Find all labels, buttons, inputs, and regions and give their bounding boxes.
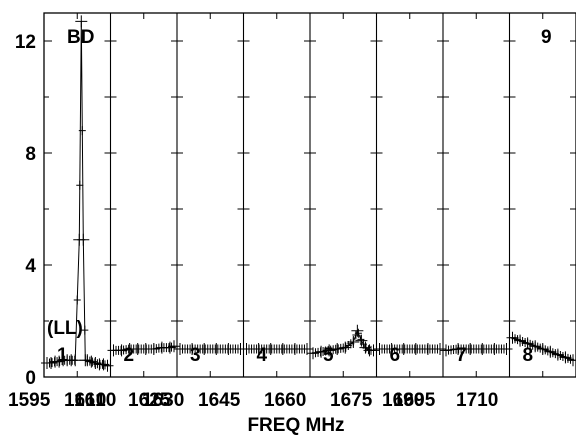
x-tick-label: 1595 <box>8 390 51 411</box>
y-tick-label: 4 <box>25 256 36 277</box>
x-tick-label: 1610 <box>64 390 106 411</box>
data-point <box>276 343 289 355</box>
series-line <box>47 21 108 367</box>
data-point <box>307 347 319 360</box>
data-point <box>536 343 549 355</box>
x-tick-label: 1625 <box>128 390 171 411</box>
panel-number-layer: 1 2 3 4 5 6 7 8 <box>57 345 533 366</box>
label-bd: BD <box>67 27 94 48</box>
x-tick-label: 1710 <box>456 390 498 411</box>
x-tick-label: 1690 <box>382 390 424 411</box>
data-point <box>397 343 410 355</box>
panel-number: 3 <box>190 345 201 366</box>
data-point <box>529 340 542 353</box>
data-point <box>115 344 128 357</box>
data-point <box>567 354 576 367</box>
data-point <box>464 343 477 355</box>
data-point <box>315 345 328 358</box>
data-point <box>147 343 160 355</box>
data-point <box>544 345 557 358</box>
series-marker <box>76 180 84 190</box>
panels-layer <box>104 13 576 378</box>
data-point <box>367 344 380 357</box>
data-point <box>252 343 265 355</box>
series-layer <box>41 15 576 372</box>
data-point <box>521 337 534 350</box>
data-point <box>288 343 301 355</box>
panel-number: 5 <box>323 345 334 366</box>
series-marker <box>357 334 365 344</box>
label-nine: 9 <box>541 27 552 48</box>
panel-number: 1 <box>57 345 68 366</box>
panel-number: 4 <box>257 345 268 366</box>
panel-number: 8 <box>523 345 534 366</box>
panel-number: 2 <box>124 345 135 366</box>
data-point <box>351 324 364 337</box>
data-point <box>476 343 489 355</box>
x-tick-label: 1675 <box>330 390 373 411</box>
data-point <box>264 343 277 355</box>
data-point <box>347 336 360 348</box>
data-point <box>168 340 180 353</box>
data-point <box>373 343 386 355</box>
x-axis-title: FREQ MHz <box>247 415 344 436</box>
series-marker <box>73 295 81 305</box>
x-tick-label: 1645 <box>198 390 241 411</box>
data-point <box>500 343 513 355</box>
data-point <box>452 343 465 355</box>
data-point <box>101 359 114 372</box>
data-point <box>488 343 501 355</box>
data-point <box>77 233 90 246</box>
y-tick-label: 0 <box>25 368 36 389</box>
x-tick-label: 1610 <box>74 390 116 411</box>
panel-number: 6 <box>390 345 401 366</box>
y-axis: 0 4 8 12 <box>15 32 52 389</box>
data-point <box>210 343 223 355</box>
data-point <box>186 343 199 355</box>
x-tick-label: 1660 <box>264 390 306 411</box>
data-point <box>551 348 564 361</box>
series-marker <box>354 328 362 338</box>
data-point <box>434 343 446 355</box>
series-marker <box>81 325 89 335</box>
data-point <box>409 343 422 355</box>
data-point <box>174 343 186 355</box>
data-point <box>440 344 452 357</box>
data-point <box>506 331 519 344</box>
label-polarization: (LL) <box>47 318 83 339</box>
data-point <box>69 354 82 367</box>
plot-frame <box>43 12 576 378</box>
data-point <box>514 334 527 347</box>
panel-number: 7 <box>456 345 467 366</box>
x-tick-label: 1630 <box>142 390 184 411</box>
y-tick-label: 8 <box>25 144 36 165</box>
x-tick-label: 1695 <box>393 390 436 411</box>
data-point <box>75 15 88 28</box>
data-point <box>331 343 344 355</box>
data-point <box>339 341 352 354</box>
series-marker <box>78 126 86 136</box>
data-point <box>559 351 572 364</box>
data-point <box>385 343 398 355</box>
data-point <box>222 343 235 355</box>
data-point <box>240 343 253 355</box>
data-point <box>355 334 368 347</box>
data-point <box>323 344 336 357</box>
data-point <box>198 343 211 355</box>
data-point <box>421 343 434 355</box>
y-tick-label: 12 <box>15 32 36 53</box>
